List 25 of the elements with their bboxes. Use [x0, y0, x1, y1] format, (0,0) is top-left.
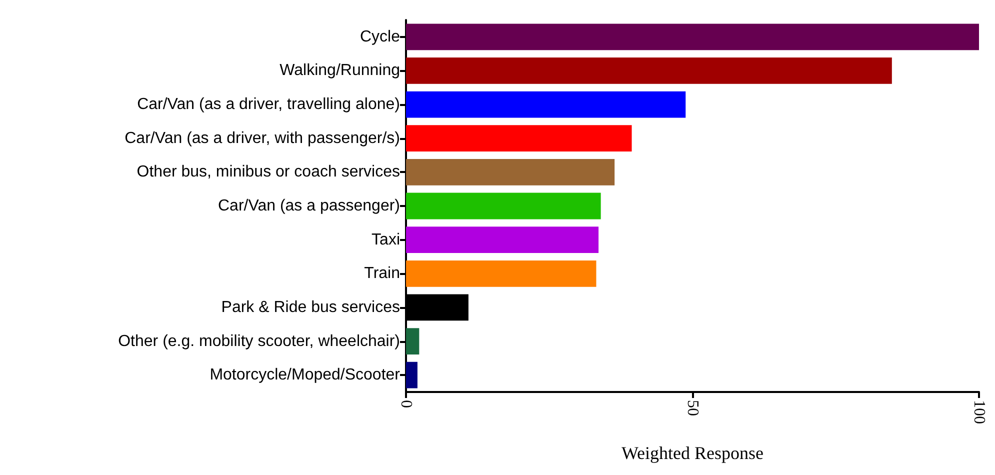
bar — [406, 362, 418, 388]
y-tick-label: Other bus, minibus or coach services — [136, 164, 400, 181]
y-tick-label: Taxi — [372, 231, 400, 248]
y-tick-label: Cycle — [360, 28, 400, 46]
bar — [406, 91, 686, 118]
x-tick-label: 50 — [684, 400, 701, 416]
y-tick-label: Park & Ride bus services — [221, 298, 400, 316]
bar — [406, 192, 601, 220]
bar — [406, 58, 892, 84]
bar — [406, 226, 599, 254]
bar — [406, 158, 615, 186]
y-tick-label: Car/Van (as a driver, travelling alone) — [137, 96, 400, 114]
y-tick-label: Motorcycle/Moped/Scooter — [210, 366, 401, 384]
x-tick-label: 0 — [398, 400, 414, 408]
y-tick-label: Car/Van (as a driver, with passenger/s) — [124, 130, 400, 147]
x-axis-title: Weighted Response — [621, 443, 764, 463]
y-tick-label: Car/Van (as a passenger) — [218, 198, 400, 214]
y-tick-label: Other (e.g. mobility scooter, wheelchair) — [118, 332, 400, 350]
bar — [406, 125, 632, 152]
bar — [406, 24, 979, 50]
bar — [406, 328, 420, 354]
bar — [406, 260, 596, 287]
x-tick-label: 100 — [970, 400, 988, 424]
y-tick-label: Train — [364, 265, 400, 282]
y-tick-label: Walking/Running — [280, 62, 400, 80]
